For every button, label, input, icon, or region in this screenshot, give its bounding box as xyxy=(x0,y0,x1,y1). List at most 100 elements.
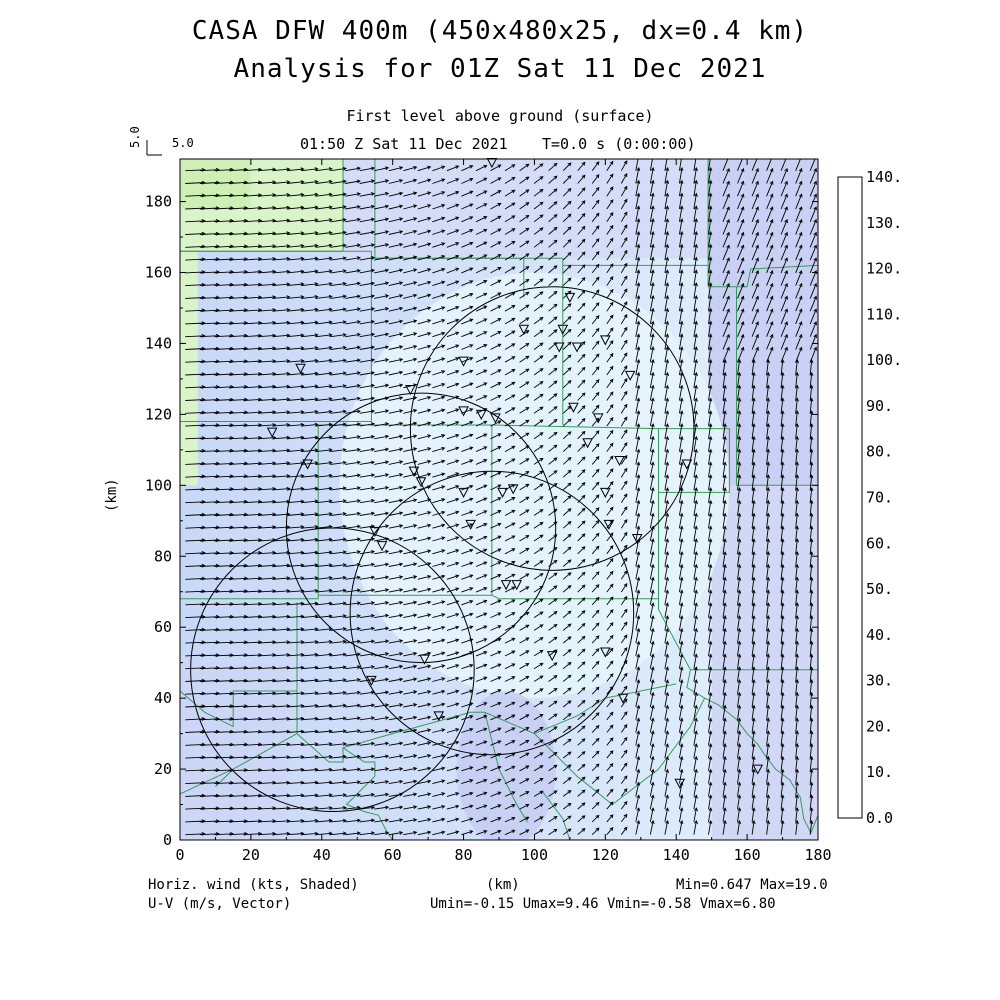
wind-vector xyxy=(722,475,726,490)
wind-vector xyxy=(519,804,529,810)
wind-vector xyxy=(649,564,654,580)
wind-vector xyxy=(664,667,669,682)
wind-vector xyxy=(780,309,788,325)
wind-vector xyxy=(359,576,375,580)
wind-vector xyxy=(330,653,346,657)
wind-vector xyxy=(272,488,290,491)
wind-vector xyxy=(374,499,389,504)
wind-vector xyxy=(432,345,445,350)
wind-vector xyxy=(257,641,276,644)
wind-vector xyxy=(678,731,683,746)
wind-vector xyxy=(257,309,276,312)
wind-vector xyxy=(272,794,290,797)
wind-vector xyxy=(432,729,445,733)
wind-vector xyxy=(374,192,389,197)
wind-vector xyxy=(301,193,318,197)
wind-vector xyxy=(243,181,262,184)
wind-vector xyxy=(591,815,600,823)
wind-vector xyxy=(301,347,318,350)
wind-vector xyxy=(286,705,304,708)
wind-vector xyxy=(577,559,586,567)
wind-vector xyxy=(403,639,417,644)
wind-vector xyxy=(504,625,515,631)
wind-vector xyxy=(649,500,654,516)
wind-vector xyxy=(243,577,262,580)
wind-vector xyxy=(737,385,741,401)
wind-vector xyxy=(606,327,614,337)
wind-vector xyxy=(286,206,304,210)
station-marker xyxy=(600,647,611,658)
wind-vector xyxy=(562,444,572,452)
wind-vector xyxy=(286,641,304,644)
wind-vector xyxy=(519,215,529,223)
wind-vector xyxy=(359,397,375,401)
station-marker xyxy=(571,342,583,353)
wind-vector xyxy=(359,193,375,197)
wind-vector xyxy=(432,780,445,785)
station-marker xyxy=(433,711,445,722)
wind-vector xyxy=(795,654,798,669)
wind-vector xyxy=(257,207,276,210)
wind-vector xyxy=(577,584,586,593)
wind-vector xyxy=(388,550,403,555)
wind-vector xyxy=(766,359,769,376)
wind-vector xyxy=(693,692,697,708)
wind-vector xyxy=(620,762,628,772)
wind-vector xyxy=(722,705,726,720)
wind-vector xyxy=(272,820,290,823)
wind-vector xyxy=(403,205,417,210)
wind-vector xyxy=(214,692,234,695)
wind-vector xyxy=(388,563,403,567)
wind-vector xyxy=(635,244,640,261)
wind-vector xyxy=(766,667,769,682)
wind-vector xyxy=(388,435,403,440)
wind-vector xyxy=(708,180,712,197)
wind-vector xyxy=(388,307,403,312)
wind-vector xyxy=(577,251,586,261)
wind-vector xyxy=(272,168,290,172)
wind-vector xyxy=(766,449,769,465)
wind-vector xyxy=(228,347,248,350)
wind-vector xyxy=(301,756,318,759)
wind-vector xyxy=(519,624,529,631)
wind-vector xyxy=(330,334,346,338)
wind-vector xyxy=(519,355,529,363)
wind-vector xyxy=(286,679,304,682)
wind-vector xyxy=(635,654,640,669)
wind-vector xyxy=(606,250,614,261)
wind-vector xyxy=(678,743,683,759)
wind-vector xyxy=(751,615,755,631)
wind-vector xyxy=(359,768,375,772)
wind-vector xyxy=(809,667,813,682)
wind-vector xyxy=(737,667,741,682)
wind-vector xyxy=(519,368,529,376)
wind-vector xyxy=(316,206,332,210)
wind-vector xyxy=(243,769,262,772)
wind-vector xyxy=(519,701,529,708)
wind-vector xyxy=(795,257,803,274)
wind-vector xyxy=(286,718,304,721)
wind-vector xyxy=(214,641,234,644)
wind-vector xyxy=(199,628,219,631)
wind-vector xyxy=(649,641,654,656)
wind-vector xyxy=(751,756,755,771)
wind-vector xyxy=(214,795,234,797)
wind-vector xyxy=(214,245,234,248)
wind-vector xyxy=(257,462,276,465)
wind-vector xyxy=(649,705,654,720)
wind-vector xyxy=(504,727,515,733)
wind-vector xyxy=(548,432,558,440)
wind-vector xyxy=(316,692,332,695)
wind-vector xyxy=(722,603,726,618)
wind-vector xyxy=(228,731,248,733)
wind-vector xyxy=(243,833,262,836)
wind-vector xyxy=(243,424,262,427)
wind-vector xyxy=(722,283,730,299)
wind-vector xyxy=(562,213,572,223)
wind-vector xyxy=(577,520,586,529)
wind-vector xyxy=(620,250,628,261)
wind-vector xyxy=(403,588,417,593)
wind-vector xyxy=(461,165,473,172)
wind-vector xyxy=(722,449,726,465)
colorbar-label: 80. xyxy=(866,443,893,461)
